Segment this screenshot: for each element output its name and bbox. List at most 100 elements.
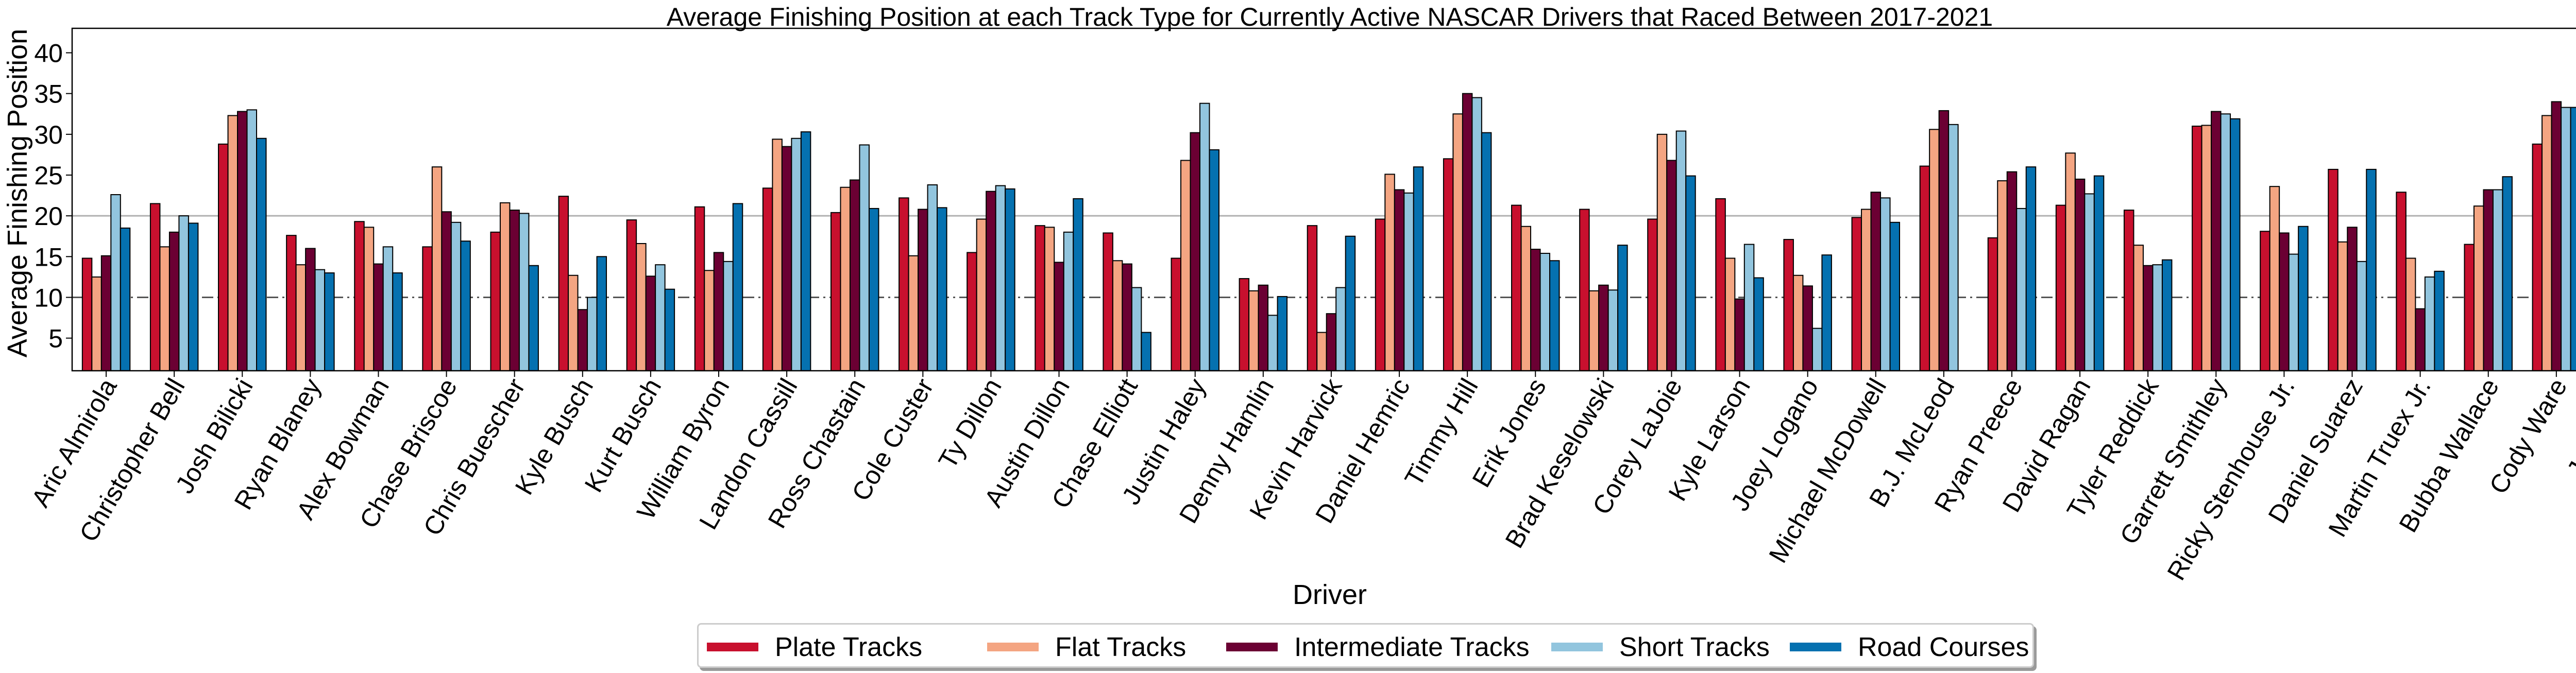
bar-intermediate-tracks xyxy=(1394,189,1405,371)
bar-plate-tracks xyxy=(2192,126,2202,371)
y-tick-label: 40 xyxy=(34,39,63,68)
bar-short-tracks xyxy=(1199,102,1210,371)
legend-item: Intermediate Tracks xyxy=(1226,625,1530,669)
bar-road-courses xyxy=(1685,175,1696,371)
bar-flat-tracks xyxy=(363,227,375,371)
bar-plate-tracks xyxy=(1103,232,1113,371)
y-tick-label: 30 xyxy=(34,120,63,149)
bar-road-courses xyxy=(664,288,675,372)
bar-plate-tracks xyxy=(2260,231,2270,371)
bar-flat-tracks xyxy=(976,218,987,371)
bar-plate-tracks xyxy=(762,187,773,371)
bar-road-courses xyxy=(800,131,811,371)
legend-label: Short Tracks xyxy=(1619,632,1770,662)
bar-plate-tracks xyxy=(1647,218,1658,371)
bar-intermediate-tracks xyxy=(986,191,996,371)
bar-plate-tracks xyxy=(2328,168,2338,371)
bar-road-courses xyxy=(2093,175,2105,371)
bar-short-tracks xyxy=(2220,113,2231,371)
bar-road-courses xyxy=(2298,226,2309,371)
y-tick-label: 20 xyxy=(34,202,63,231)
bar-flat-tracks xyxy=(1112,260,1123,371)
bar-short-tracks xyxy=(2084,193,2095,371)
bar-intermediate-tracks xyxy=(373,263,384,371)
bar-plate-tracks xyxy=(1783,239,1794,372)
bar-intermediate-tracks xyxy=(918,209,928,371)
bar-flat-tracks xyxy=(772,139,783,371)
bar-intermediate-tracks xyxy=(2142,265,2154,371)
bar-plate-tracks xyxy=(1919,165,1930,371)
bar-flat-tracks xyxy=(499,202,511,371)
bar-short-tracks xyxy=(723,261,734,372)
bar-plate-tracks xyxy=(2464,244,2475,372)
bar-road-courses xyxy=(2570,107,2576,371)
bar-flat-tracks xyxy=(1044,227,1055,371)
bar-flat-tracks xyxy=(2541,115,2552,372)
bar-road-courses xyxy=(528,265,539,371)
bar-intermediate-tracks xyxy=(1462,93,1473,371)
bar-flat-tracks xyxy=(1316,332,1327,371)
x-axis-label: Driver xyxy=(1293,579,1367,610)
bar-road-courses xyxy=(256,137,267,371)
bar-road-courses xyxy=(937,207,947,371)
bar-short-tracks xyxy=(2016,208,2027,371)
bar-short-tracks xyxy=(2424,276,2435,372)
bar-short-tracks xyxy=(1675,130,1687,371)
bar-intermediate-tracks xyxy=(100,255,112,371)
bar-plate-tracks xyxy=(694,206,705,371)
bar-flat-tracks xyxy=(1724,257,1736,371)
bar-short-tracks xyxy=(1335,287,1346,371)
bar-intermediate-tracks xyxy=(2483,189,2494,371)
bar-intermediate-tracks xyxy=(305,248,316,371)
bar-plate-tracks xyxy=(1171,257,1181,371)
bar-intermediate-tracks xyxy=(2211,111,2222,371)
bar-plate-tracks xyxy=(1035,225,1045,371)
x-tick-label: Ty Dillon xyxy=(933,374,1007,474)
bar-short-tracks xyxy=(1743,244,1755,372)
legend-swatch xyxy=(707,643,758,651)
bar-flat-tracks xyxy=(704,270,715,371)
x-tick-label: Ricky Stenhouse Jr. xyxy=(2162,374,2300,585)
legend-swatch xyxy=(1790,643,1841,651)
bar-intermediate-tracks xyxy=(1802,285,1813,371)
bar-plate-tracks xyxy=(286,235,297,371)
bar-intermediate-tracks xyxy=(713,252,724,371)
bar-flat-tracks xyxy=(1588,290,1600,371)
y-axis-label: Average Finishing Position xyxy=(2,29,33,357)
bar-flat-tracks xyxy=(2337,241,2348,372)
bar-road-courses xyxy=(1141,332,1151,371)
bar-plate-tracks xyxy=(1511,204,1522,371)
legend-label: Intermediate Tracks xyxy=(1294,632,1530,662)
bar-intermediate-tracks xyxy=(1326,313,1337,372)
bar-road-courses xyxy=(732,203,743,371)
bar-short-tracks xyxy=(178,215,189,371)
bar-intermediate-tracks xyxy=(237,111,248,371)
bar-short-tracks xyxy=(1607,289,1619,371)
bar-flat-tracks xyxy=(295,264,307,372)
bar-plate-tracks xyxy=(2123,210,2134,371)
bar-short-tracks xyxy=(1471,97,1482,372)
bar-plate-tracks xyxy=(81,257,93,371)
bar-road-courses xyxy=(1345,235,1356,371)
bar-flat-tracks xyxy=(1520,226,1532,371)
bar-road-courses xyxy=(460,240,471,371)
bar-intermediate-tracks xyxy=(168,231,180,371)
legend-swatch xyxy=(1226,643,1278,651)
bar-plate-tracks xyxy=(1443,158,1454,371)
bar-intermediate-tracks xyxy=(2279,232,2290,371)
bar-plate-tracks xyxy=(218,143,229,371)
bar-short-tracks xyxy=(859,144,870,371)
bar-plate-tracks xyxy=(1375,218,1386,371)
bar-road-courses xyxy=(188,222,199,371)
bar-flat-tracks xyxy=(1452,113,1463,371)
bar-short-tracks xyxy=(791,137,802,371)
bar-plate-tracks xyxy=(967,252,977,371)
legend-swatch xyxy=(987,643,1039,651)
bar-flat-tracks xyxy=(908,255,919,371)
bar-short-tracks xyxy=(314,269,326,372)
bar-intermediate-tracks xyxy=(2551,101,2562,371)
bar-intermediate-tracks xyxy=(1258,284,1269,371)
bar-short-tracks xyxy=(1063,231,1074,371)
bar-flat-tracks xyxy=(1997,180,2008,371)
